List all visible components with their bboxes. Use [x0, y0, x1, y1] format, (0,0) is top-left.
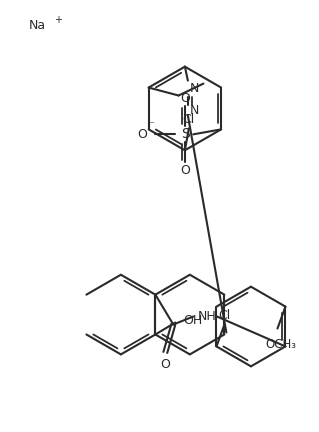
- Text: +: +: [55, 15, 63, 25]
- Text: Na: Na: [29, 19, 46, 32]
- Text: OCH₃: OCH₃: [265, 338, 296, 351]
- Text: N: N: [190, 104, 199, 117]
- Text: O: O: [137, 128, 147, 141]
- Text: Cl: Cl: [183, 113, 195, 126]
- Text: O: O: [160, 358, 170, 371]
- Text: NH: NH: [198, 310, 217, 323]
- Text: S: S: [181, 127, 189, 141]
- Text: ⁻: ⁻: [148, 121, 154, 130]
- Text: OH: OH: [184, 314, 203, 327]
- Text: O: O: [180, 92, 190, 105]
- Text: O: O: [180, 164, 190, 177]
- Text: Cl: Cl: [218, 309, 231, 322]
- Text: N: N: [190, 82, 199, 95]
